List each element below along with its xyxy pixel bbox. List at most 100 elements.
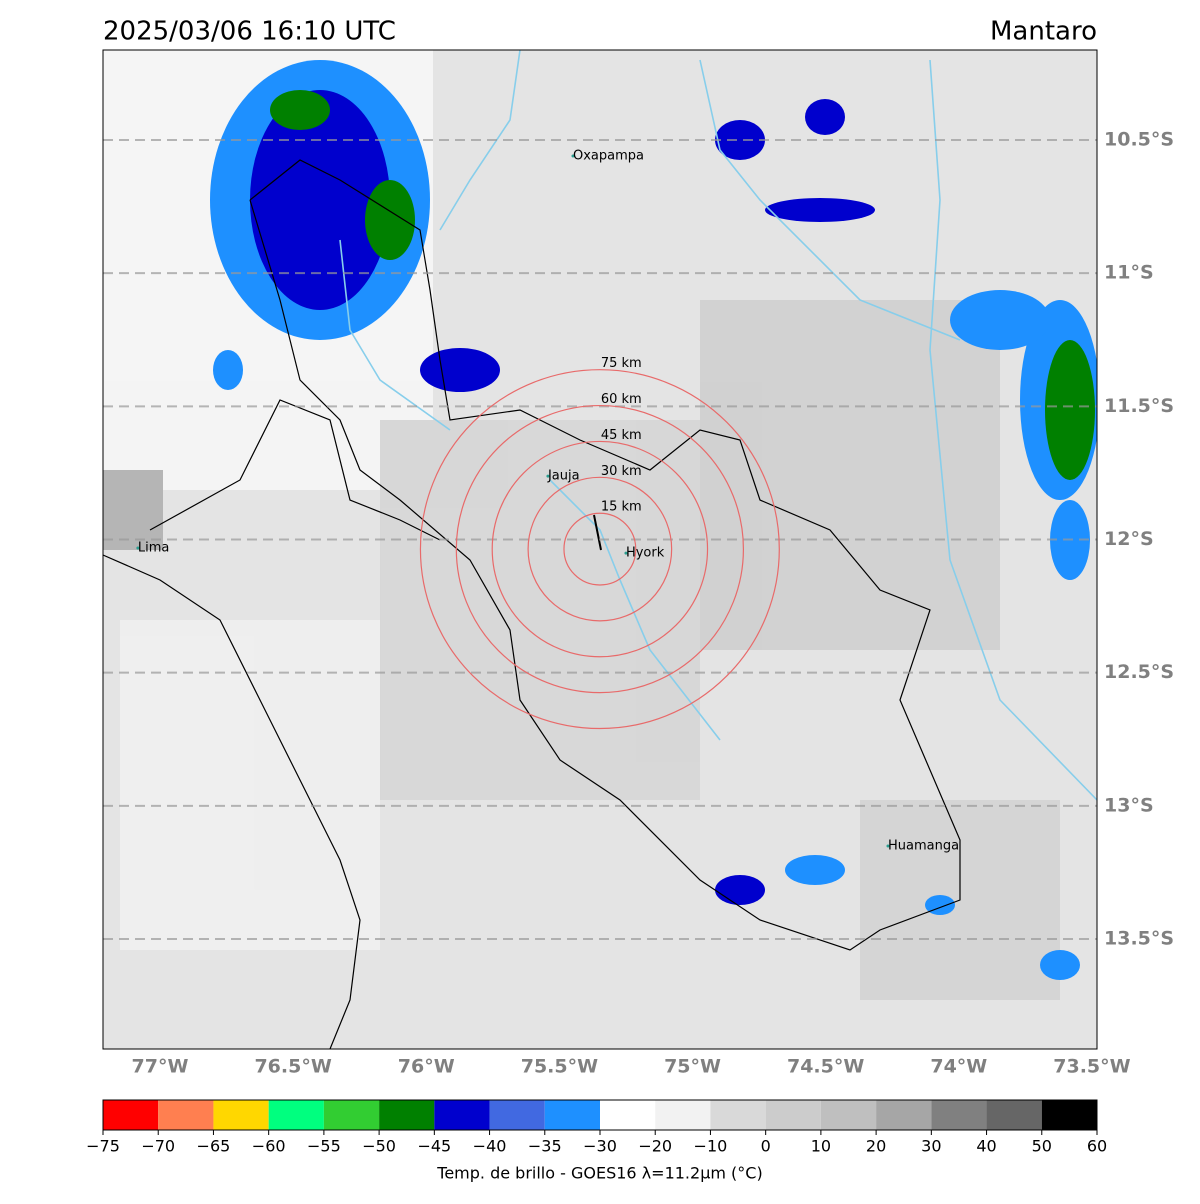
places: Oxapampa Jauja Lima Hyork Huamanga	[136, 148, 959, 854]
colorbar-segment	[655, 1100, 711, 1130]
colorbar-segment	[379, 1100, 435, 1130]
colorbar-tick-label: −40	[473, 1137, 507, 1156]
colorbar: −75 −70 −65 −60 −55 −50 −45 −40 −35 −30 −20 −10 0 10 2…	[86, 1099, 1107, 1156]
cloud-field	[700, 300, 1000, 650]
place-marker	[136, 546, 140, 550]
colorbar-segment	[544, 1100, 600, 1130]
place-marker	[886, 844, 890, 848]
region-border	[149, 399, 441, 541]
cloud-cell	[213, 350, 243, 390]
colorbar-segment	[931, 1100, 987, 1130]
cloud-cell	[715, 120, 765, 160]
range-ring	[419, 369, 780, 730]
colorbar-tick-label: 60	[1087, 1137, 1107, 1156]
lon-label: 75°W	[664, 1056, 721, 1078]
ring-label: 30 km	[601, 464, 642, 479]
basin-border	[249, 159, 961, 951]
colorbar-segment	[434, 1100, 490, 1130]
place-name: Huamanga	[888, 839, 959, 854]
title: 2025/03/06 16:10 UTC	[103, 17, 396, 47]
lon-label: 77°W	[132, 1056, 189, 1078]
cloud-field	[120, 620, 380, 950]
colorbar-segment	[876, 1100, 932, 1130]
colorbar-tick-label: −70	[141, 1137, 175, 1156]
colorbar-tick-label: −65	[197, 1137, 231, 1156]
river	[929, 59, 1097, 801]
colorbar-tick-label: 0	[761, 1137, 771, 1156]
colorbar-segment	[1041, 1100, 1097, 1130]
lon-label: 74°W	[930, 1056, 987, 1078]
place-name: Oxapampa	[573, 148, 644, 163]
place-marker	[624, 551, 628, 555]
lat-label: 13.5°S	[1104, 928, 1174, 950]
colorbar-segment	[268, 1100, 324, 1130]
map: Oxapampa Jauja Lima Hyork Huamanga 15 km 30 k…	[103, 50, 1097, 1049]
place-name: Jauja	[547, 469, 580, 484]
cloud-cell	[420, 348, 500, 392]
colorbar-tick-label: 40	[976, 1137, 996, 1156]
lon-label: 74.5°W	[787, 1056, 864, 1078]
ring-label: 60 km	[601, 392, 642, 407]
colorbar-tick-label: −45	[417, 1137, 451, 1156]
river	[549, 479, 721, 741]
range-ring	[491, 440, 709, 658]
cloud-cell	[250, 90, 390, 310]
cloud-field	[380, 420, 700, 800]
range-ring	[527, 476, 673, 622]
colorbar-tick-label: 20	[866, 1137, 886, 1156]
lat-label: 13°S	[1104, 794, 1154, 816]
river	[339, 239, 451, 431]
lat-label: 11°S	[1104, 262, 1154, 284]
river	[439, 50, 521, 231]
cloud-cell	[950, 290, 1050, 350]
colorbar-segment	[213, 1100, 269, 1130]
ring-label: 15 km	[601, 500, 642, 515]
cloud-cell	[785, 855, 845, 885]
ring-label: 75 km	[601, 356, 642, 371]
map-axes: 10.5°S 11°S 11.5°S 12°S 12.5°S 13°S 13.5°S 77°W…	[132, 129, 1175, 1078]
coastline	[103, 554, 361, 1049]
lon-label: 76°W	[398, 1056, 455, 1078]
range-ring	[563, 512, 637, 586]
graticule	[103, 139, 1097, 941]
colorbar-tick-label: −35	[528, 1137, 562, 1156]
colorbar-tick-label: 30	[921, 1137, 941, 1156]
place-name: Lima	[138, 541, 169, 556]
colorbar-segment	[765, 1100, 821, 1130]
place-marker	[571, 154, 575, 158]
colorbar-tick-label: −75	[86, 1137, 120, 1156]
lon-label: 76.5°W	[254, 1056, 331, 1078]
cloud-field	[103, 470, 163, 550]
cloud-cell	[365, 180, 415, 260]
boundaries	[103, 159, 961, 1049]
lon-label: 75.5°W	[521, 1056, 598, 1078]
colorbar-tick-label: −50	[362, 1137, 396, 1156]
colorbar-tick-label: −30	[583, 1137, 617, 1156]
map-frame	[102, 49, 1098, 1050]
colorbar-segment	[600, 1100, 656, 1130]
range-ring	[455, 404, 745, 694]
place-marker	[546, 474, 550, 478]
lake	[593, 514, 602, 551]
colorbar-tick-label: −60	[252, 1137, 286, 1156]
cloud-cell	[1040, 950, 1080, 980]
lat-label: 12.5°S	[1104, 661, 1174, 683]
cloud-cell	[715, 875, 765, 905]
colorbar-tick-label: −10	[694, 1137, 728, 1156]
cloud-cell	[765, 198, 875, 222]
lat-label: 11.5°S	[1104, 395, 1174, 417]
colorbar-segment	[158, 1100, 214, 1130]
colorbar-tick-label: −20	[638, 1137, 672, 1156]
colorbar-segment	[710, 1100, 766, 1130]
convective-cells	[210, 60, 1097, 980]
colorbar-label: Temp. de brillo - GOES16 λ=11.2μm (°C)	[436, 1164, 762, 1183]
lon-label: 73.5°W	[1053, 1056, 1130, 1078]
cloud-cell	[270, 90, 330, 130]
colorbar-tick-label: −55	[307, 1137, 341, 1156]
colorbar-tick-label: 50	[1032, 1137, 1052, 1156]
colorbar-tick-label: 10	[811, 1137, 831, 1156]
ring-label: 45 km	[601, 428, 642, 443]
colorbar-segment	[103, 1100, 159, 1130]
colorbar-segment	[986, 1100, 1042, 1130]
cloud-cell	[805, 99, 845, 135]
